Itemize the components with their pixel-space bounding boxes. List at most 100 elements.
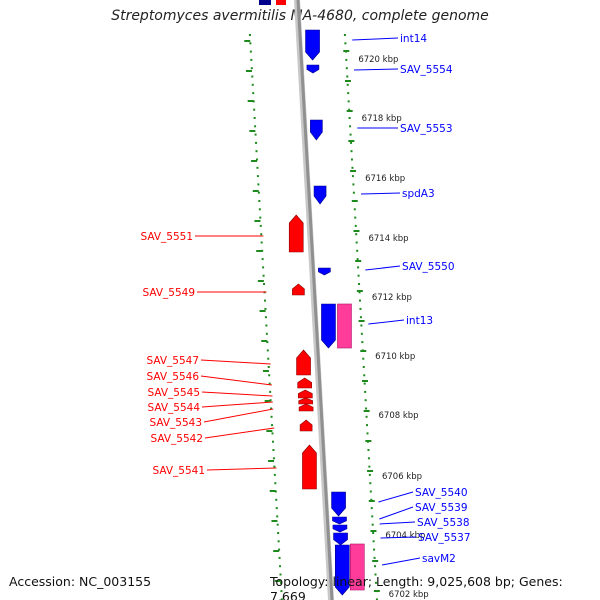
right-track-dot [345, 67, 348, 70]
right-track-tick [350, 170, 357, 172]
left-track-dot [259, 224, 262, 227]
left-track-tick [247, 100, 254, 102]
left-track-tick [264, 400, 271, 402]
left-track-dot [280, 590, 283, 593]
reverse-gene-top [276, 0, 286, 5]
left-track-dot [262, 274, 265, 277]
left-track-dot [274, 490, 277, 493]
left-track-dot [255, 141, 258, 144]
position-tick-label: 6714 kbp [368, 234, 408, 244]
left-track-dot [249, 42, 252, 45]
reverse-gene-label: SAV_5547 [146, 355, 199, 367]
forward-gene-label: int13 [406, 315, 433, 327]
left-track-dot [251, 83, 254, 86]
right-track-tick [353, 230, 360, 232]
forward-label-leader [381, 557, 421, 566]
left-track-tick [251, 160, 258, 162]
forward-label-leader [360, 192, 401, 195]
right-track-tick [358, 320, 365, 322]
forward-label-leader [380, 536, 417, 539]
right-track-tick [343, 50, 350, 52]
left-track-dot [279, 573, 282, 576]
right-track-dot [357, 266, 360, 269]
left-track-dot [255, 158, 258, 161]
right-track-tick [373, 590, 380, 592]
left-track-dot [275, 507, 278, 510]
right-track-dot [368, 465, 371, 468]
left-track-dot [276, 523, 279, 526]
position-tick-label: 6712 kbp [372, 293, 412, 303]
left-track-tick [271, 520, 278, 522]
forward-gene-arrow [334, 544, 350, 596]
right-track-dot [347, 92, 350, 95]
forward-gene-arrow [318, 267, 331, 276]
right-track-dot [347, 100, 350, 103]
forward-gene-label: SAV_5539 [415, 502, 468, 514]
left-track-dot [269, 390, 272, 393]
forward-label-leader [368, 319, 405, 325]
left-track-dot [263, 299, 266, 302]
forward-gene-arrow [332, 516, 347, 525]
right-track-dot [349, 133, 352, 136]
forward-gene-label: SAV_5550 [402, 261, 455, 273]
right-track-dot [374, 581, 377, 584]
right-track-dot [351, 175, 354, 178]
left-track-dot [265, 332, 268, 335]
forward-gene-arrow [321, 303, 336, 349]
left-track-tick [254, 220, 261, 222]
left-track-dot [270, 415, 273, 418]
forward-gene-arrow [333, 532, 348, 546]
position-tick-label: 6716 kbp [365, 174, 405, 184]
right-track-dot [374, 565, 377, 568]
reverse-gene-label: SAV_5549 [142, 287, 195, 299]
left-track-dot [262, 266, 265, 269]
left-track-dot [267, 366, 270, 368]
right-track-tick [361, 380, 368, 382]
right-track-dot [354, 224, 357, 227]
left-track-dot [278, 548, 281, 551]
forward-gene-label: spdA3 [402, 188, 435, 200]
right-track-dot [368, 473, 371, 476]
right-track-tick [363, 410, 370, 412]
right-track-dot [369, 490, 372, 493]
left-track-dot [254, 125, 257, 128]
left-track-dot [263, 283, 266, 285]
left-track-dot [253, 117, 256, 119]
reverse-gene-arrow [292, 283, 305, 296]
topology-text: Topology: linear; Length: 9,025,608 bp; … [270, 574, 563, 600]
right-track-dot [366, 432, 369, 435]
forward-gene-label: SAV_5554 [400, 64, 453, 76]
left-track-dot [266, 349, 269, 352]
reverse-label-leader [200, 375, 272, 386]
forward-gene-arrow [313, 185, 327, 205]
right-track-dot [350, 141, 353, 144]
right-track-dot [373, 548, 376, 551]
left-track-tick [252, 190, 259, 192]
right-track-tick [367, 470, 374, 472]
right-track-dot [345, 58, 348, 61]
right-track-dot [346, 75, 349, 78]
left-track-tick [259, 310, 266, 312]
left-track-dot [265, 324, 268, 327]
left-track-dot [258, 200, 261, 202]
left-track-tick [273, 550, 280, 552]
reverse-label-leader [204, 427, 275, 439]
right-track-dot [359, 307, 362, 310]
right-track-dot [343, 34, 346, 36]
forward-label-leader [352, 37, 399, 41]
left-track-dot [271, 440, 274, 443]
backbone-line [296, 0, 334, 600]
left-track-tick [244, 40, 251, 42]
left-track-dot [276, 515, 279, 518]
right-track-dot [354, 216, 357, 219]
left-track-tick [245, 70, 252, 72]
left-track-dot [252, 92, 255, 95]
right-track-dot [370, 498, 373, 501]
right-track-dot [350, 150, 353, 153]
right-track-dot [372, 532, 375, 534]
accession-text: Accession: NC_003155 [9, 574, 152, 589]
reverse-label-leader [200, 359, 271, 365]
right-track-dot [365, 407, 368, 410]
